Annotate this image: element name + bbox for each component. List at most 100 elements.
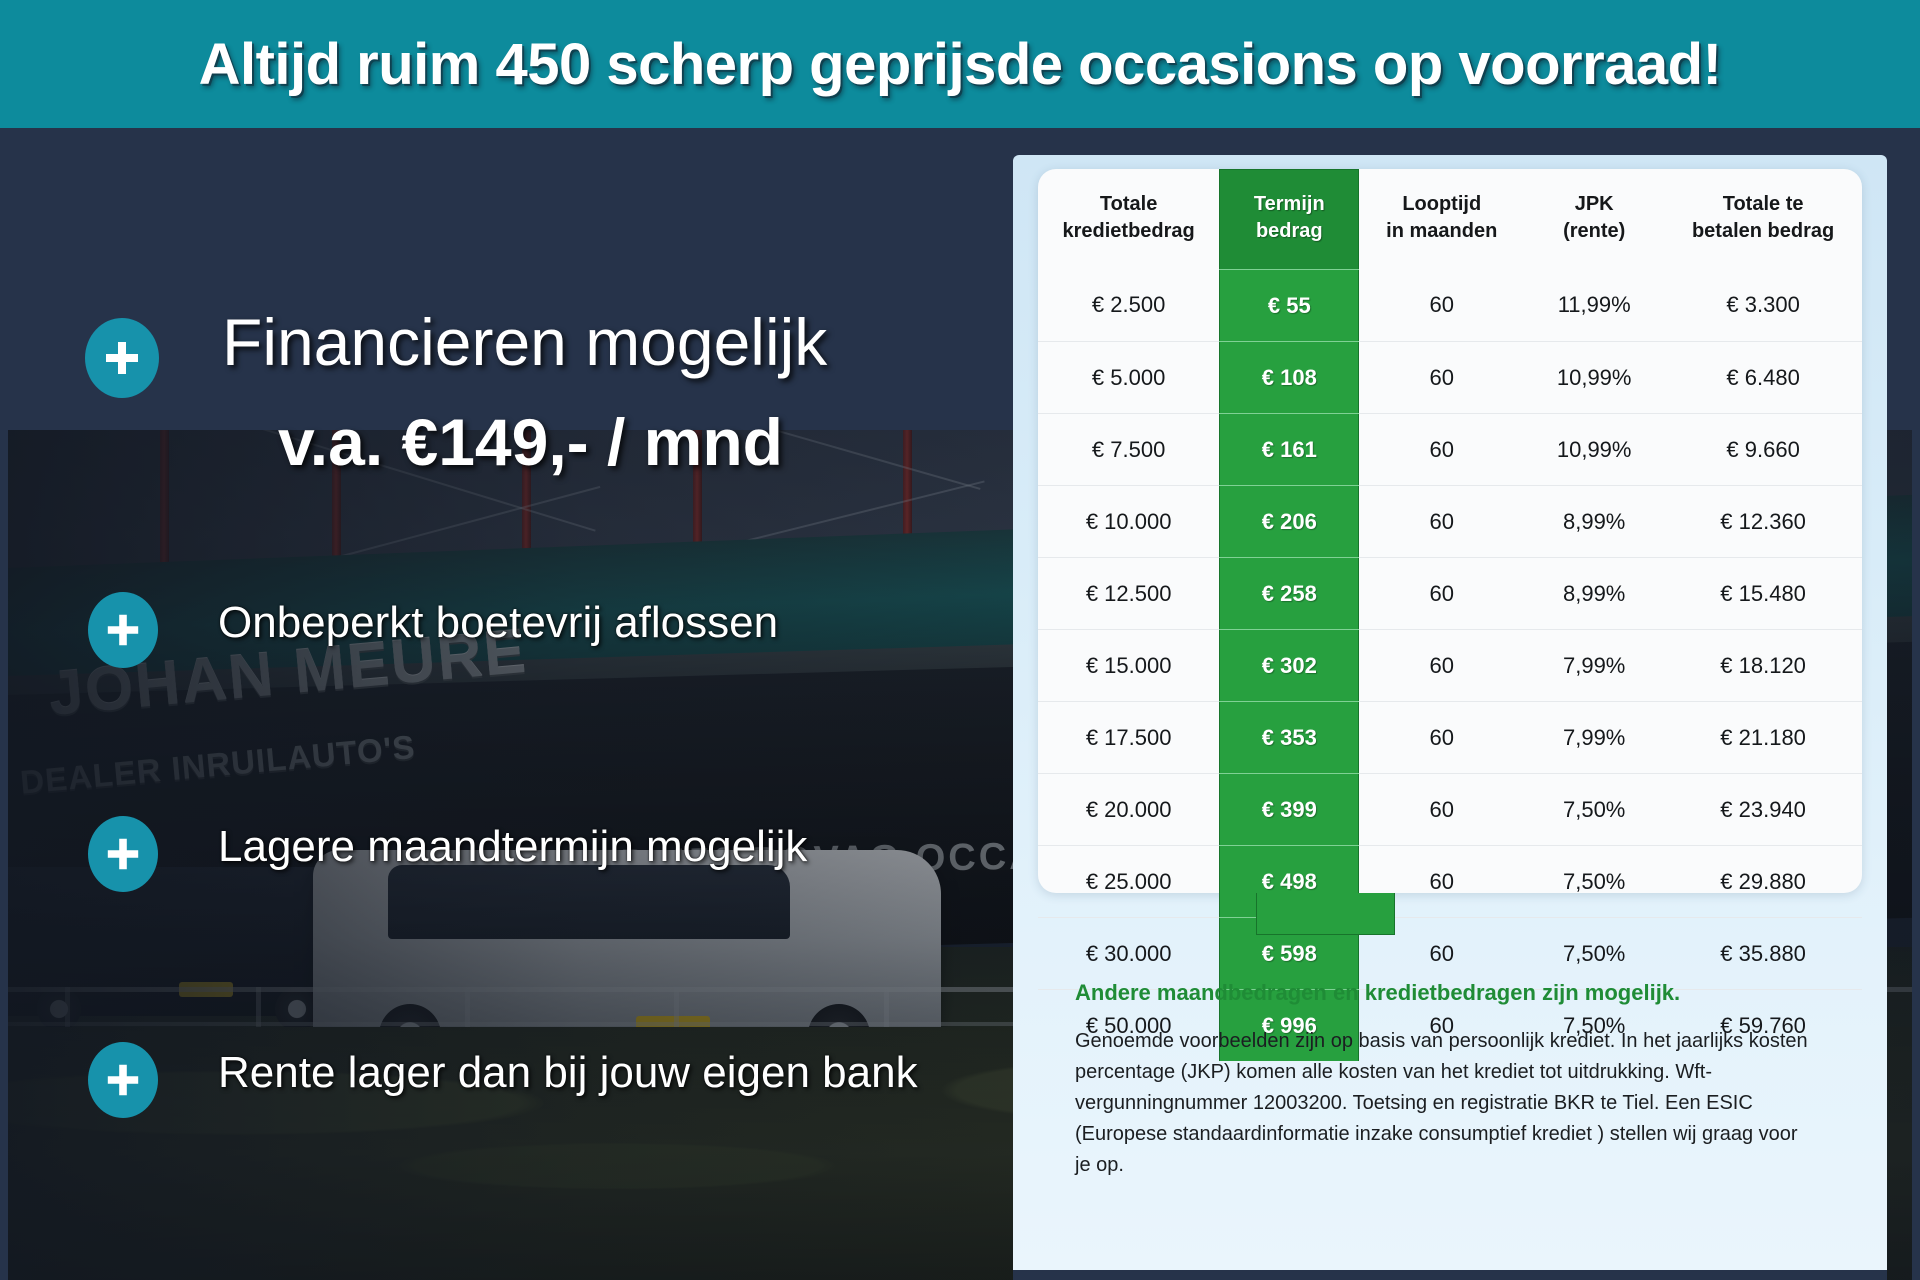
table-cell: 60 [1359, 341, 1525, 414]
table-cell: € 10.000 [1038, 485, 1220, 558]
table-cell: 60 [1359, 773, 1525, 846]
header-line-2: (rente) [1563, 220, 1626, 243]
table-header-totale-te-betalen: Totale te betalen bedrag [1664, 169, 1862, 270]
table-cell: 10,99% [1524, 341, 1665, 414]
disclaimer-block: Andere maandbedragen en kredietbedragen … [1075, 980, 1815, 1181]
table-cell-termijn-bedrag: € 206 [1219, 485, 1360, 558]
table-cell: € 12.360 [1664, 485, 1862, 558]
header-line-1: Totale te [1722, 193, 1804, 216]
table-row: € 30.000 € 598 60 7,50% € 35.880 [1038, 917, 1862, 990]
table-cell: € 15.000 [1038, 629, 1220, 702]
table-cell: 10,99% [1524, 413, 1665, 486]
table-row: € 10.000 € 206 60 8,99% € 12.360 [1038, 485, 1862, 558]
table-header-totale-kredietbedrag: Totale kredietbedrag [1038, 169, 1219, 270]
header-line-2: kredietbedrag [1062, 220, 1195, 243]
table-cell-termijn-bedrag: € 399 [1219, 773, 1360, 846]
table-cell: 7,99% [1524, 629, 1665, 702]
header-line-2: betalen bedrag [1691, 220, 1835, 243]
table-row: € 5.000 € 108 60 10,99% € 6.480 [1038, 341, 1862, 414]
table-row: € 25.000 € 498 60 7,50% € 29.880 [1038, 845, 1862, 918]
table-row: € 7.500 € 161 60 10,99% € 9.660 [1038, 413, 1862, 486]
table-cell: 7,50% [1524, 989, 1665, 1061]
table-cell: € 25.000 [1038, 845, 1220, 918]
table-cell: 60 [1359, 413, 1525, 486]
header-line-1: Termijn [1253, 193, 1325, 215]
plus-icon-feature-2 [88, 816, 158, 892]
table-cell: 11,99% [1557, 292, 1631, 318]
header-line-2: in maanden [1386, 220, 1498, 243]
highlight-column-tail [1256, 893, 1395, 935]
table-row: € 17.500 € 353 60 7,99% € 21.180 [1038, 701, 1862, 774]
header-line-1: Looptijd [1402, 193, 1482, 216]
header-line-1: JPK [1574, 193, 1614, 216]
table-cell: € 3.300 [1726, 292, 1800, 318]
table-cell: € 2.500 [1091, 292, 1166, 318]
table-row: € 50.000 € 996 60 7,50% € 59.760 [1038, 989, 1862, 1061]
table-header-termijn-bedrag: Termijn bedrag [1219, 169, 1360, 270]
table-cell: 60 [1429, 292, 1454, 318]
table-cell-termijn-bedrag: € 108 [1219, 341, 1360, 414]
table-cell-termijn-bedrag: € 353 [1219, 701, 1360, 774]
table-cell: 60 [1359, 629, 1525, 702]
table-cell: 60 [1359, 557, 1525, 630]
table-cell: € 21.180 [1664, 701, 1862, 774]
table-cell: 8,99% [1524, 557, 1665, 630]
finance-panel: Totale kredietbedrag Termijn bedrag Loop… [1013, 155, 1887, 1280]
features-column: Financieren mogelijk v.a. €149,- / mnd O… [0, 132, 1010, 1280]
table-cell: € 5.000 [1038, 341, 1220, 414]
table-cell: € 18.120 [1664, 629, 1862, 702]
table-cell: € 17.500 [1038, 701, 1220, 774]
table-cell: 60 [1359, 701, 1525, 774]
table-cell: 7,50% [1524, 845, 1665, 918]
table-cell: € 30.000 [1038, 917, 1220, 990]
feature-label-3: Rente lager dan bij jouw eigen bank [218, 1048, 918, 1097]
table-row: € 2.500 € 55 60 11,99% € 3.300 [1038, 269, 1862, 342]
table-cell: € 12.500 [1038, 557, 1220, 630]
table-row: € 20.000 € 399 60 7,50% € 23.940 [1038, 773, 1862, 846]
plus-icon-hero [85, 318, 159, 398]
table-row: € 12.500 € 258 60 8,99% € 15.480 [1038, 557, 1862, 630]
table-cell: 60 [1359, 485, 1525, 558]
feature-label-1: Onbeperkt boetevrij aflossen [218, 598, 779, 647]
banner-headline: Altijd ruim 450 scherp geprijsde occasio… [198, 31, 1722, 97]
table-header-row: Totale kredietbedrag Termijn bedrag Loop… [1038, 169, 1862, 270]
table-cell: 7,50% [1524, 917, 1665, 990]
table-cell-termijn-bedrag: € 55 [1219, 269, 1360, 342]
table-cell: 8,99% [1524, 485, 1665, 558]
disclaimer-heading: Andere maandbedragen en kredietbedragen … [1075, 980, 1681, 1005]
table-cell: € 50.000 [1038, 989, 1220, 1061]
table-cell-termijn-bedrag: € 161 [1219, 413, 1360, 486]
table-cell: € 59.760 [1664, 989, 1862, 1061]
table-cell: € 6.480 [1664, 341, 1862, 414]
table-cell: 7,50% [1524, 773, 1665, 846]
table-cell: 7,99% [1524, 701, 1665, 774]
feature-label-2: Lagere maandtermijn mogelijk [218, 822, 808, 871]
finance-table-body: € 2.500 € 55 60 11,99% € 3.300 € 5.000 € 108 60… [1038, 269, 1862, 1061]
plus-icon-feature-1 [88, 592, 158, 668]
disclaimer-body: Genoemde voorbeelden zijn op basis van p… [1075, 1030, 1808, 1176]
table-row: € 15.000 € 302 60 7,99% € 18.120 [1038, 629, 1862, 702]
table-header-jpk: JPK (rente) [1524, 169, 1664, 270]
table-cell: € 7.500 [1038, 413, 1220, 486]
top-banner: Altijd ruim 450 scherp geprijsde occasio… [0, 0, 1920, 128]
header-line-2: bedrag [1255, 220, 1323, 242]
table-cell: € 15.480 [1664, 557, 1862, 630]
table-header-looptijd: Looptijd in maanden [1359, 169, 1524, 270]
table-cell: € 23.940 [1664, 773, 1862, 846]
table-cell: € 35.880 [1664, 917, 1862, 990]
table-cell-termijn-bedrag: € 258 [1219, 557, 1360, 630]
hero-line-1: Financieren mogelijk [222, 305, 828, 379]
table-cell: € 20.000 [1038, 773, 1220, 846]
finance-table: Totale kredietbedrag Termijn bedrag Loop… [1038, 169, 1862, 1061]
table-cell-termijn-bedrag: € 996 [1219, 989, 1360, 1061]
plus-icon-feature-3 [88, 1042, 158, 1118]
hero-line-2: v.a. €149,- / mnd [278, 405, 783, 479]
table-cell: € 29.880 [1664, 845, 1862, 918]
header-line-1: Totale [1099, 193, 1158, 216]
table-cell: 60 [1359, 989, 1525, 1061]
finance-table-card: Totale kredietbedrag Termijn bedrag Loop… [1038, 169, 1862, 1061]
finance-table-head: Totale kredietbedrag Termijn bedrag Loop… [1038, 169, 1862, 270]
table-cell: € 9.660 [1664, 413, 1862, 486]
panel-bottom-edge [1013, 1270, 1887, 1280]
